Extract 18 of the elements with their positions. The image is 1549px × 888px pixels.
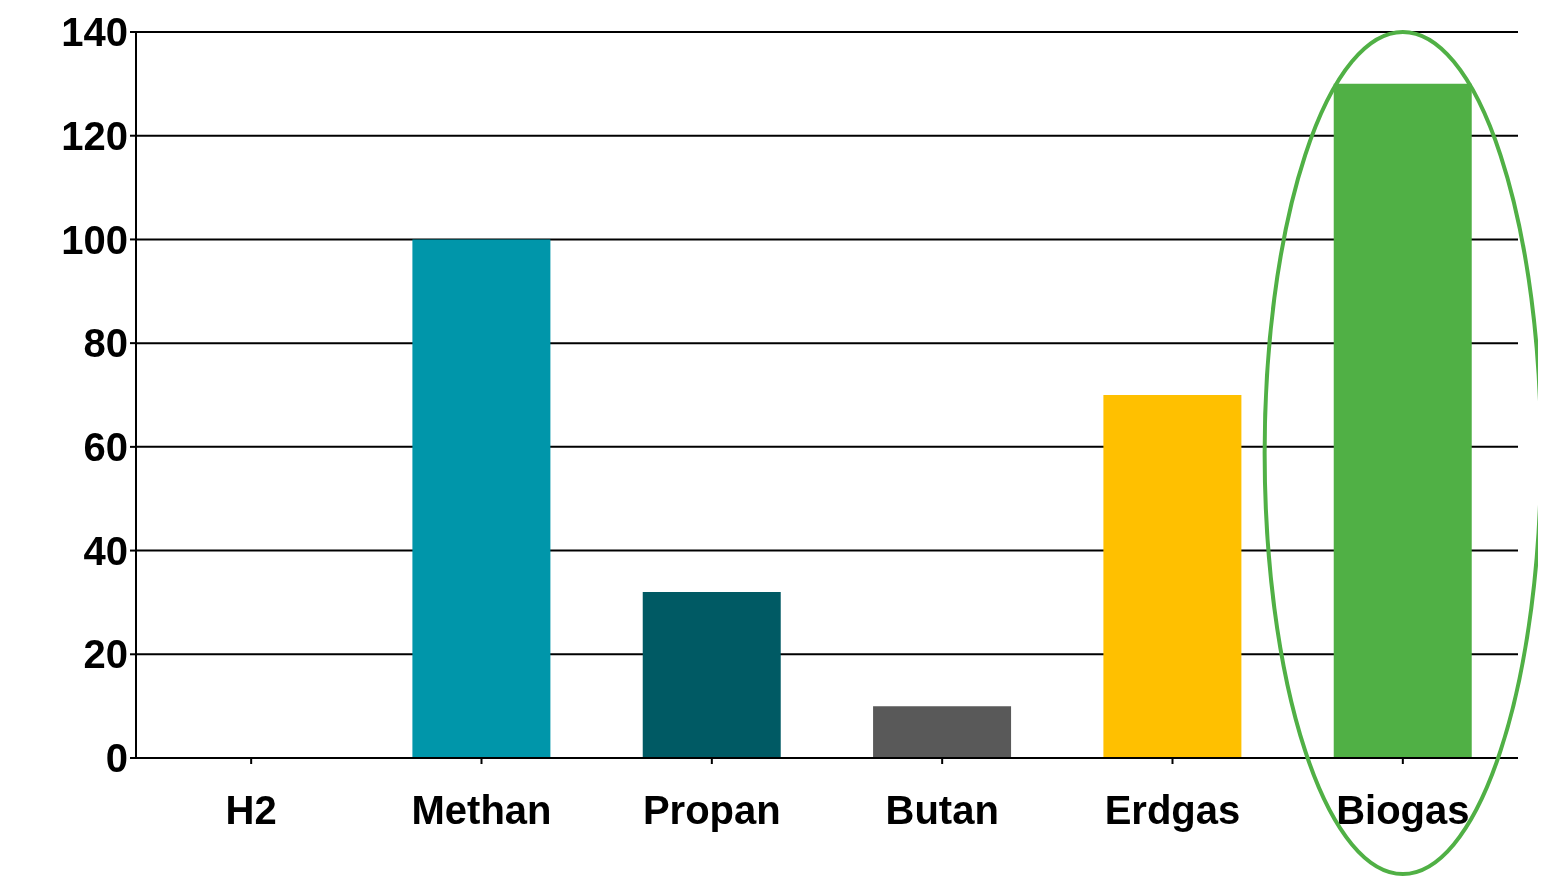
y-tick-label: 120 bbox=[61, 113, 128, 158]
x-tick-label: Methan bbox=[411, 788, 552, 833]
y-tick-label: 140 bbox=[61, 10, 128, 55]
bar bbox=[1103, 395, 1242, 758]
bar bbox=[873, 706, 1012, 758]
x-tick-label: Erdgas bbox=[1104, 788, 1241, 833]
x-tick-label: Propan bbox=[642, 788, 781, 833]
y-tick-label: 20 bbox=[83, 632, 128, 677]
y-tick-label: 40 bbox=[83, 528, 128, 573]
y-tick-label: 0 bbox=[105, 736, 128, 781]
x-tick-label: Biogas bbox=[1336, 788, 1470, 833]
bar bbox=[412, 239, 551, 758]
y-tick-label: 80 bbox=[83, 321, 128, 366]
bar bbox=[642, 592, 781, 758]
y-tick-label: 60 bbox=[83, 425, 128, 470]
x-tick-label: H2 bbox=[225, 788, 277, 833]
y-tick-label: 100 bbox=[61, 217, 128, 262]
x-tick-label: Butan bbox=[885, 788, 999, 833]
